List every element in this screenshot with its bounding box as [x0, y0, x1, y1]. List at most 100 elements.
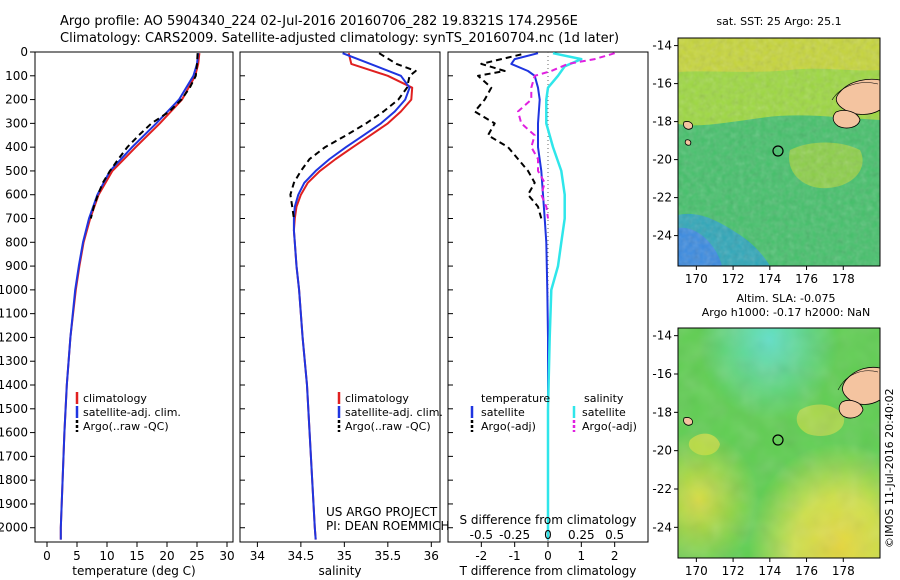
map-x-tick-label: 172	[722, 564, 745, 578]
salinity-panel-frame	[239, 51, 441, 543]
map-y-tick-label: -16	[652, 77, 672, 91]
y-tick-label: 900	[5, 259, 28, 273]
pi-annotation: PI: DEAN ROEMMICH	[326, 519, 449, 533]
sla-argo-location-marker	[772, 434, 784, 446]
project-annotation: US ARGO PROJECT	[326, 505, 438, 519]
sla-map-frame	[677, 327, 881, 559]
map-y-tick-label: -22	[652, 482, 672, 496]
legend-label-satellite: satellite-adj. clim.	[345, 406, 443, 419]
x-tick-label-s: -0.25	[499, 528, 530, 542]
map-x-tick-label: 174	[758, 564, 781, 578]
sst-island-viti-levu	[835, 78, 880, 115]
y-tick-label: 0	[20, 45, 28, 59]
sst-map-frame	[677, 37, 881, 267]
salinity-axis-label: salinity	[318, 564, 361, 578]
series-line-satellite-adj-clim	[292, 52, 411, 540]
sla-texture	[678, 328, 880, 558]
s-difference-axis-label: S difference from climatology	[460, 513, 637, 527]
x-tick-label: 30	[219, 549, 234, 563]
map-x-tick-label: 176	[795, 564, 818, 578]
x-tick-label-s: 0.5	[605, 528, 624, 542]
sst-map	[678, 38, 880, 266]
x-tick-label: 36	[424, 549, 439, 563]
y-tick-label: 2000	[0, 521, 28, 535]
map-x-tick-label: 178	[832, 272, 855, 286]
map-y-tick-label: -20	[652, 444, 672, 458]
y-tick-label: 600	[5, 188, 28, 202]
header-title-line2: Climatology: CARS2009. Satellite-adjuste…	[60, 31, 619, 46]
x-tick-label: 34	[250, 549, 265, 563]
x-tick-label-t: 2	[611, 549, 619, 563]
y-tick-label: 800	[5, 235, 28, 249]
y-tick-label: 1100	[0, 307, 28, 321]
map-y-tick-label: -16	[652, 367, 672, 381]
y-tick-label: 1500	[0, 402, 28, 416]
difference-legend: temperature salinity satellite Argo(-adj…	[470, 392, 637, 433]
y-tick-label: 1800	[0, 473, 28, 487]
legend-label-climatology: climatology	[345, 392, 409, 405]
legend-label-temperature-argo: Argo(-adj)	[481, 420, 536, 433]
x-tick-label-s: -0.5	[470, 528, 493, 542]
x-tick-label-t: 1	[578, 549, 586, 563]
series-line-temperature-satellite	[510, 52, 549, 540]
map-y-tick-label: -14	[652, 329, 672, 343]
sla-map-title-line1: Altim. SLA: -0.075	[736, 292, 835, 305]
sst-argo-location-marker	[772, 145, 784, 157]
sla-island-south	[838, 400, 864, 419]
sla-island-viti-levu	[842, 366, 880, 405]
series-line-salinity-satellite	[545, 51, 583, 540]
sst-texture	[678, 38, 880, 266]
map-x-tick-label: 174	[758, 272, 781, 286]
sst-island-small	[684, 139, 692, 146]
x-tick-label: 34.5	[288, 549, 315, 563]
x-tick-label: 35	[337, 549, 352, 563]
y-tick-label: 1000	[0, 283, 28, 297]
sst-reef-contour	[831, 82, 879, 101]
sla-map-title-line2: Argo h1000: -0.17 h2000: NaN	[702, 306, 871, 319]
x-tick-label: 25	[189, 549, 204, 563]
imos-credit: ©IMOS 11-Jul-2016 20:40:02	[883, 388, 896, 548]
sst-island-west	[683, 121, 693, 130]
temperature-panel-frame	[34, 51, 234, 543]
x-tick-label: 15	[129, 549, 144, 563]
map-y-tick-label: -24	[652, 229, 672, 243]
map-x-tick-label: 176	[795, 272, 818, 286]
map-y-tick-label: -14	[652, 39, 672, 53]
y-tick-label: 200	[5, 93, 28, 107]
y-tick-label: 500	[5, 164, 28, 178]
legend-label-satellite: satellite-adj. clim.	[83, 406, 181, 419]
x-tick-label-t: -1	[509, 549, 521, 563]
salinity-legend: climatology satellite-adj. clim. Argo(..…	[337, 392, 443, 433]
sst-map-title: sat. SST: 25 Argo: 25.1	[716, 15, 841, 28]
temperature-axis-label: temperature (deg C)	[72, 564, 195, 578]
y-tick-label: 100	[5, 69, 28, 83]
x-tick-label-t: 0	[544, 549, 552, 563]
y-tick-label: 300	[5, 116, 28, 130]
legend-label-argo: Argo(..raw -QC)	[83, 420, 169, 433]
legend-title-salinity: salinity	[584, 392, 624, 405]
y-tick-label: 1700	[0, 449, 28, 463]
map-y-tick-label: -24	[652, 520, 672, 534]
legend-title-temperature: temperature	[481, 392, 550, 405]
x-tick-label: 20	[159, 549, 174, 563]
legend-label-temperature-satellite: satellite	[481, 406, 525, 419]
x-tick-label: 5	[73, 549, 81, 563]
sst-map-axes: 170 172 174 176 178 -14 -16 -18 -20 -22 -24	[652, 39, 854, 286]
x-tick-label-s: 0.25	[568, 528, 595, 542]
header-title-line1: Argo profile: AO 5904340_224 02-Jul-2016…	[60, 14, 578, 29]
x-tick-label: 0	[43, 549, 51, 563]
y-tick-label: 700	[5, 212, 28, 226]
series-line-temperature-argo-adj	[473, 53, 543, 219]
map-y-tick-label: -18	[652, 405, 672, 419]
sla-map	[678, 328, 880, 558]
sla-reef-contour	[837, 370, 879, 391]
series-line-climatology	[59, 53, 201, 540]
sst-island-south	[832, 110, 861, 129]
temperature-plot: 0 5 10 15 20 25 30	[43, 53, 235, 563]
y-tick-label: 1300	[0, 354, 28, 368]
legend-label-argo: Argo(..raw -QC)	[345, 420, 431, 433]
y-tick-label: 400	[5, 140, 28, 154]
x-tick-label-s: 0	[544, 528, 552, 542]
y-tick-label: 1400	[0, 378, 28, 392]
